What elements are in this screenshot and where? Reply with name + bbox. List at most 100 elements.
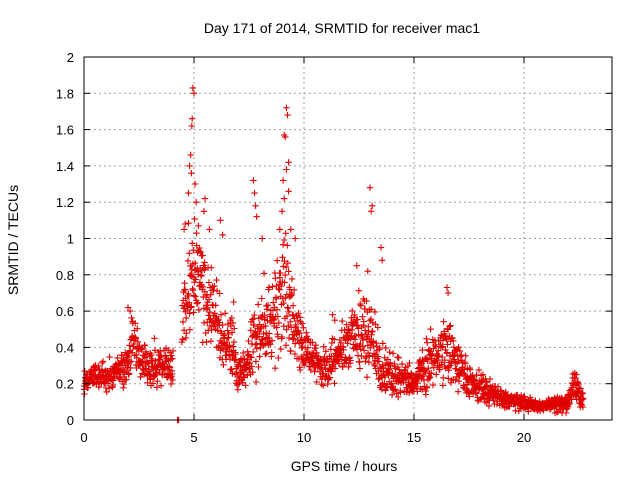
- data-point: [259, 235, 266, 242]
- data-point: [283, 264, 290, 271]
- data-point: [185, 299, 193, 306]
- data-point: [273, 306, 281, 313]
- data-point: [256, 328, 263, 336]
- data-point: [449, 334, 456, 341]
- data-point: [95, 362, 102, 370]
- data-points: [80, 84, 587, 424]
- data-point: [453, 365, 460, 373]
- data-point: [134, 325, 141, 332]
- data-point: [285, 268, 292, 275]
- data-point: [352, 332, 360, 339]
- data-point: [199, 283, 207, 291]
- data-point: [228, 314, 235, 322]
- data-point: [190, 309, 197, 316]
- data-point: [369, 319, 376, 326]
- data-point: [452, 376, 459, 383]
- data-point: [377, 244, 385, 251]
- data-point: [579, 396, 586, 403]
- data-point: [331, 380, 338, 387]
- data-point: [384, 356, 392, 363]
- data-point: [392, 386, 399, 393]
- data-point: [207, 338, 215, 345]
- data-point: [429, 381, 437, 389]
- data-point: [271, 365, 279, 372]
- data-point: [151, 335, 158, 342]
- data-point: [578, 390, 585, 398]
- data-point: [208, 326, 215, 334]
- data-point: [427, 326, 434, 333]
- data-point: [284, 111, 291, 119]
- data-point: [365, 359, 373, 366]
- data-point: [369, 327, 376, 335]
- data-point: [189, 84, 197, 92]
- grid-lines: [84, 57, 612, 420]
- data-point: [284, 304, 292, 312]
- data-point: [201, 288, 209, 295]
- data-point: [187, 151, 194, 159]
- data-point: [184, 257, 192, 265]
- data-point: [379, 340, 386, 347]
- data-point: [388, 380, 395, 387]
- data-point: [367, 316, 375, 323]
- data-point: [366, 184, 374, 191]
- data-point: [250, 177, 257, 184]
- data-point: [192, 276, 199, 283]
- data-point: [423, 335, 430, 342]
- data-point: [256, 353, 263, 360]
- data-point: [289, 336, 296, 343]
- data-point: [138, 359, 145, 366]
- data-point: [419, 346, 426, 354]
- data-point: [328, 368, 335, 375]
- data-point: [273, 324, 280, 331]
- data-point: [247, 353, 254, 361]
- data-point: [279, 177, 287, 184]
- x-tick-label: 10: [297, 430, 311, 445]
- data-point: [462, 352, 469, 359]
- data-point: [347, 357, 354, 364]
- data-point: [285, 322, 292, 330]
- data-point: [258, 336, 266, 344]
- data-point: [289, 302, 297, 309]
- data-point: [190, 292, 198, 299]
- data-point: [252, 358, 260, 365]
- data-point: [263, 306, 271, 313]
- data-point: [191, 215, 198, 223]
- data-point: [217, 311, 225, 318]
- data-point: [182, 220, 189, 228]
- data-point: [227, 366, 234, 373]
- data-point: [162, 352, 169, 359]
- data-point: [250, 348, 257, 356]
- data-point: [201, 195, 209, 202]
- data-point: [580, 395, 587, 402]
- data-point: [114, 354, 121, 362]
- data-point: [185, 220, 192, 227]
- data-point: [345, 363, 352, 371]
- data-point: [362, 327, 369, 334]
- data-point: [378, 257, 386, 264]
- data-point: [229, 319, 237, 327]
- data-point: [454, 388, 462, 395]
- chart-title: Day 171 of 2014, SRMTID for receiver mac…: [204, 20, 480, 36]
- x-tick-label: 5: [190, 430, 197, 445]
- data-point: [193, 300, 201, 307]
- data-point: [302, 355, 309, 362]
- data-point: [152, 357, 159, 365]
- data-point: [356, 300, 364, 308]
- data-point: [309, 339, 316, 346]
- y-tick-label: 1.2: [56, 195, 74, 210]
- data-point: [200, 319, 208, 326]
- data-point: [153, 384, 161, 391]
- data-point: [213, 276, 220, 284]
- data-point: [231, 325, 238, 332]
- data-point: [99, 359, 106, 367]
- x-tick-label: 0: [80, 430, 87, 445]
- data-point: [425, 365, 432, 372]
- data-point: [301, 358, 308, 365]
- data-point: [418, 373, 426, 380]
- data-point: [277, 269, 284, 277]
- data-point: [432, 343, 440, 350]
- data-point: [280, 263, 287, 270]
- data-point: [422, 368, 429, 376]
- data-point: [358, 352, 365, 360]
- data-point: [395, 354, 402, 361]
